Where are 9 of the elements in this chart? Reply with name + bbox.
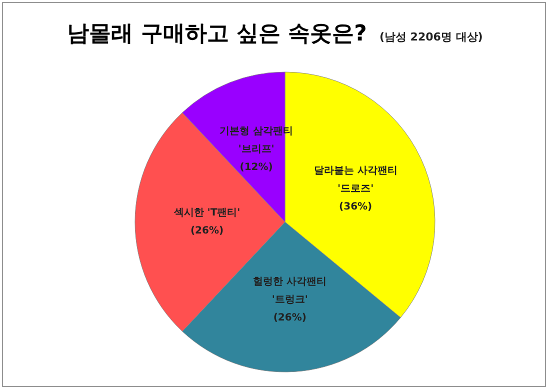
slice-label: 헐렁한 사각팬티 '트렁크' [253, 276, 327, 306]
data-label: (36%) [339, 201, 372, 212]
slice-label: 달라붙는 사각팬티 '드로즈' [314, 165, 398, 194]
data-label: (12%) [240, 162, 273, 173]
data-label: (26%) [273, 312, 306, 324]
data-label: (26%) [190, 226, 224, 236]
chart-subtitle: (남성 2206명 대상) [379, 30, 483, 44]
chart-title: 남몰래 구매하고 싶은 속옷은? [67, 22, 367, 46]
slice-label: 섹시한 'T팬티' [172, 208, 240, 218]
